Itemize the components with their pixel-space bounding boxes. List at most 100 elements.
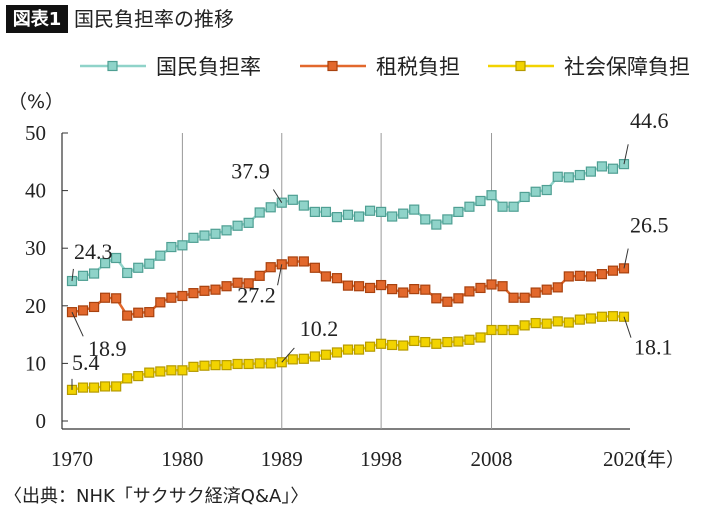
data-label: 37.9 [231,159,270,184]
x-unit: （年） [628,449,685,471]
point [155,250,166,261]
point [519,191,530,203]
point [254,207,265,218]
badge-bg [6,5,68,33]
point [453,206,464,218]
point [188,361,199,372]
y-tick-label: 0 [36,409,47,433]
point [144,307,155,318]
point [398,340,409,351]
point [77,382,89,393]
data-label: 18.1 [634,335,673,360]
point [111,293,122,304]
legend-marker [515,60,526,72]
point [287,194,298,205]
x-tick-label: 2020 [603,447,645,471]
point [88,268,100,279]
y-tick-label: 30 [25,236,46,260]
point [497,324,508,336]
point [574,169,585,181]
legend-marker [327,60,338,72]
data-label: 44.6 [630,108,669,133]
point [166,241,177,253]
point [221,225,232,236]
point [188,232,199,243]
data-label: 27.2 [237,282,276,307]
point [409,335,420,347]
point [298,200,309,211]
point [166,365,177,376]
point [331,347,343,358]
leader-line [623,316,632,338]
leader-line [623,248,629,269]
x-tick-label: 1970 [51,447,93,471]
point [398,287,409,298]
point [111,252,122,264]
legend-label: 租税負担 [376,55,460,79]
point [309,351,320,362]
point [144,367,155,378]
point [409,204,420,215]
y-tick-label: 20 [25,294,46,318]
point [431,338,442,349]
point [475,332,486,343]
point [320,349,332,360]
point [232,277,243,288]
point [376,338,387,349]
point [77,305,89,316]
point [387,339,398,351]
point [431,293,442,304]
point [563,172,574,183]
legend-label: 社会保障負担 [564,55,690,79]
point [265,358,276,369]
point [453,336,464,347]
point [133,370,144,382]
point [541,318,552,329]
x-tick-label: 1980 [161,447,203,471]
legend-marker [107,60,118,72]
point [442,214,453,225]
point [254,358,265,369]
point [596,269,608,280]
point [541,284,552,295]
point [585,313,596,324]
point [232,220,243,231]
point [519,292,530,303]
point [387,283,398,295]
point [530,186,541,197]
badge: 図表1 [13,8,62,30]
leader-line [272,189,283,203]
point [574,270,585,281]
point [199,230,210,241]
leader-line [281,347,295,363]
point [530,317,541,329]
point [387,211,398,222]
point [552,171,563,182]
point [607,265,619,276]
point [342,344,354,355]
point [497,201,508,212]
point [364,282,376,294]
point [88,382,100,393]
point [353,344,365,355]
x-tick-label: 1998 [360,447,402,471]
y-tick-label: 50 [25,121,46,145]
chart-title: 国民負担率の推移 [74,7,234,31]
point [100,381,111,392]
point [420,284,431,295]
data-label: 10.2 [300,316,339,341]
point [144,258,155,269]
point [254,270,265,281]
point [122,373,133,384]
data-label: 24.3 [74,239,113,264]
point [563,271,574,282]
point [122,310,133,321]
series-line [71,162,625,283]
point [574,314,585,325]
source: 〈出典：NHK「サクサク経済Q&A」〉 [4,486,308,507]
point [464,201,475,212]
point [442,296,453,307]
point [155,297,166,308]
point [596,311,608,322]
